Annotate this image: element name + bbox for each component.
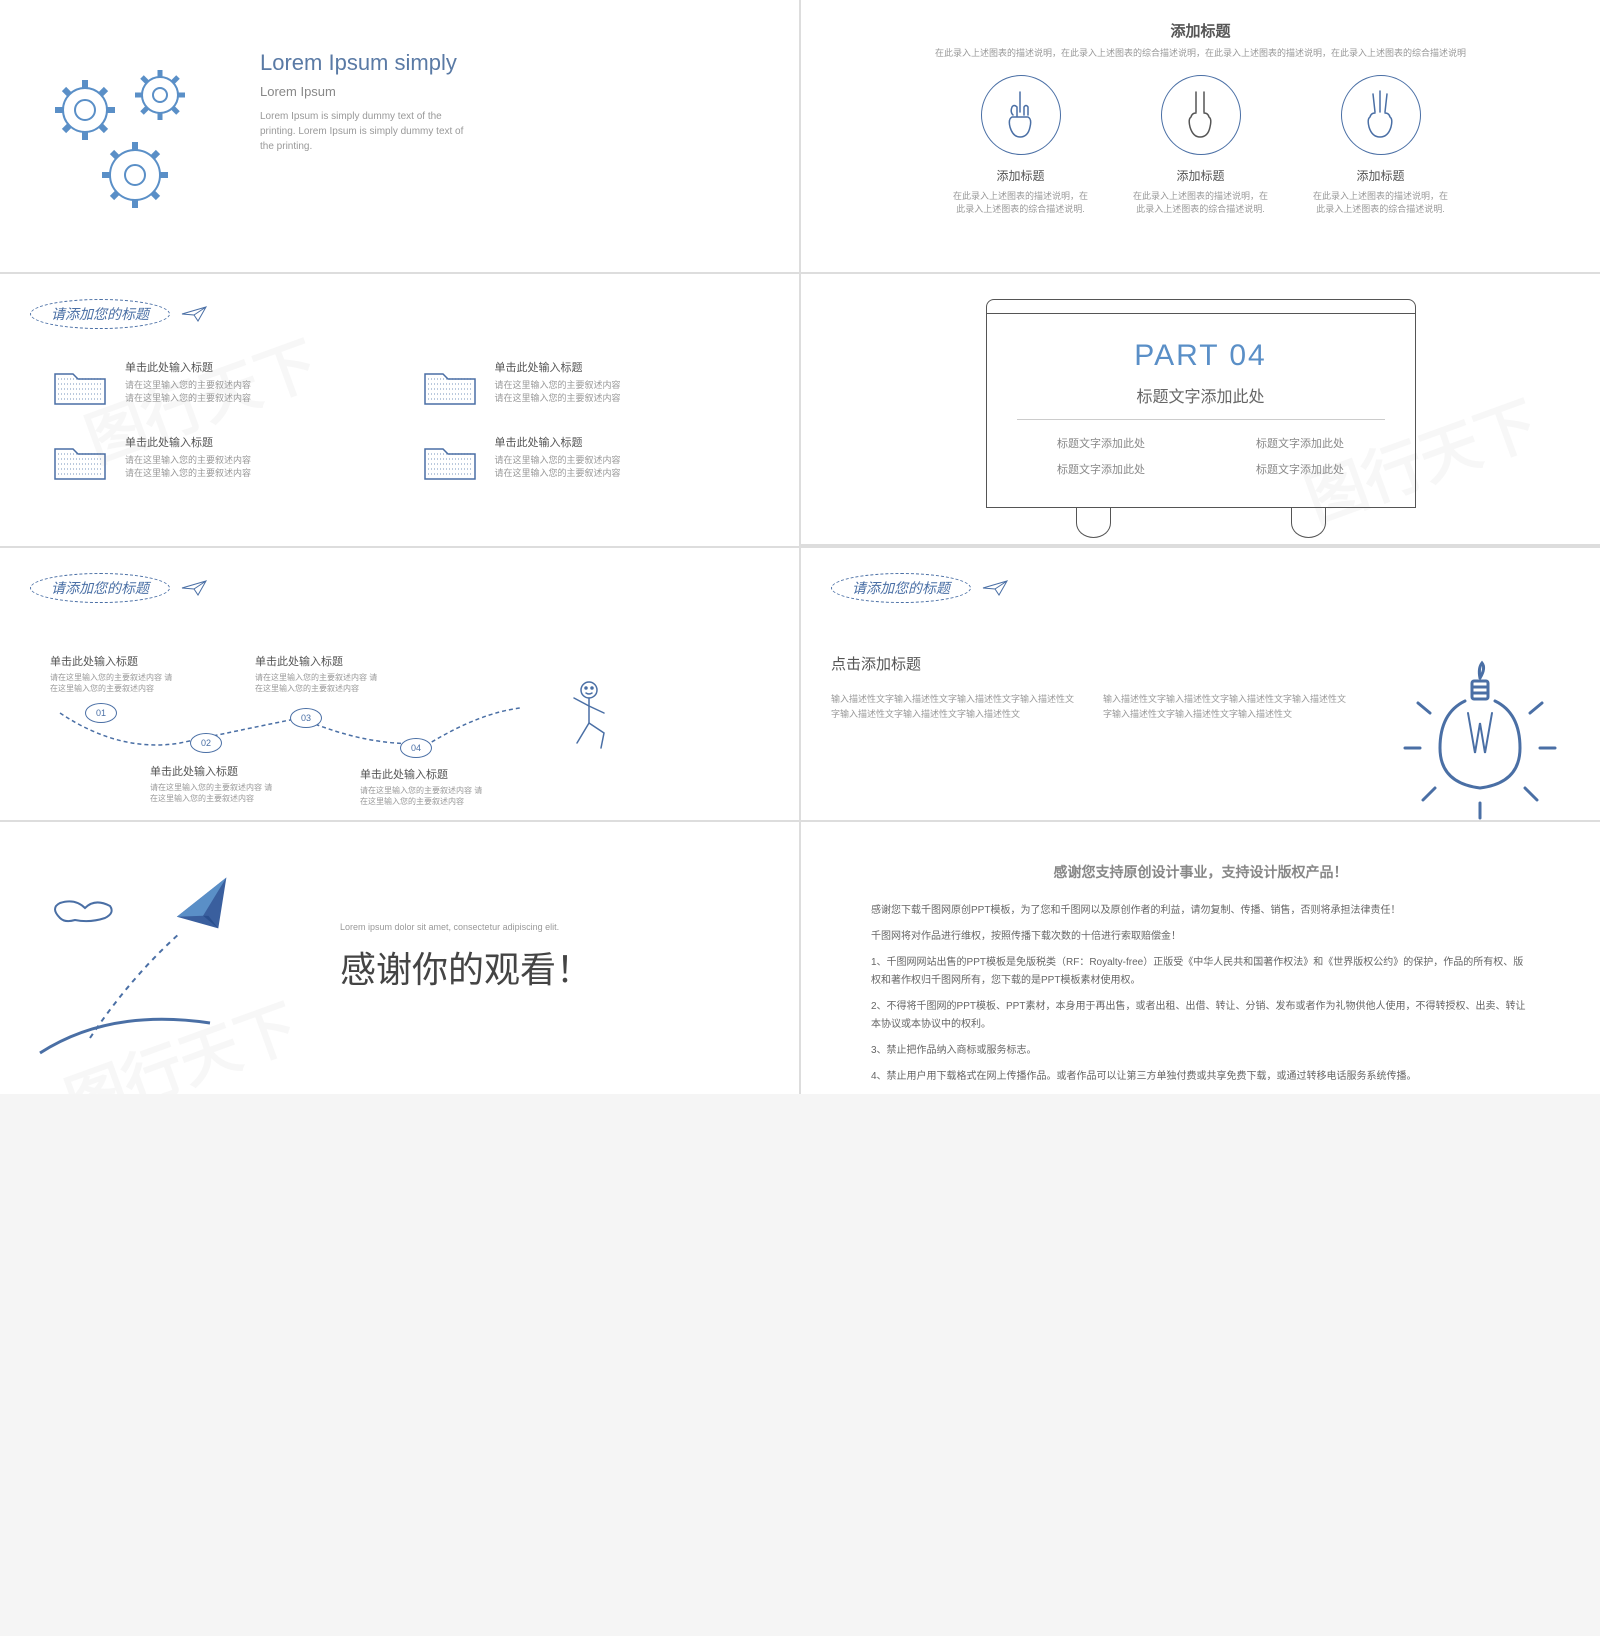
paper-plane-icon [981, 579, 1009, 597]
hand-item-2: 添加标题 在此录入上述图表的描述说明，在此录入上述图表的综合描述说明. [1131, 75, 1271, 217]
slide-hands: 添加标题 在此录入上述图表的描述说明，在此录入上述图表的综合描述说明，在此录入上… [801, 0, 1600, 272]
hand-one-icon [998, 87, 1043, 142]
slide-copyright: 感谢您支持原创设计事业，支持设计版权产品！ 感谢您下载千图网原创PPT模板，为了… [801, 822, 1600, 1094]
paper-plane-flying-icon [30, 858, 310, 1058]
paper-plane-icon [180, 579, 208, 597]
slide1-subtitle: Lorem Ipsum [260, 84, 480, 99]
presentation-board: PART 04 标题文字添加此处 标题文字添加此处标题文字添加此处标题文字添加此… [986, 299, 1416, 538]
hand-three-icon [1358, 87, 1403, 142]
folder-item: 单击此处输入标题请在这里输入您的主要叙述内容请在这里输入您的主要叙述内容 [420, 359, 750, 409]
thanks-heading: 感谢你的观看！ [340, 947, 592, 994]
lightbulb-icon [1390, 653, 1570, 820]
folder-item: 单击此处输入标题请在这里输入您的主要叙述内容请在这里输入您的主要叙述内容 [420, 434, 750, 484]
slide-thanks: 图行天下 Lorem ipsum dolor sit amet, consect… [0, 822, 799, 1094]
slide3-header: 请添加您的标题 [30, 299, 170, 329]
folder-item: 单击此处输入标题请在这里输入您的主要叙述内容请在这里输入您的主要叙述内容 [50, 359, 380, 409]
hand-two-icon [1178, 87, 1223, 142]
slide1-title: Lorem Ipsum simply [260, 50, 480, 76]
slide-folders: 图行天下 请添加您的标题 单击此处输入标题请在这里输入您的主要叙述内容请在这里输… [0, 274, 799, 546]
timeline-path [50, 693, 530, 773]
slide-timeline: 请添加您的标题 01 02 03 04 单击此处输入标题请在这里输入您的主要叙述… [0, 548, 799, 820]
slide-gears: Lorem Ipsum simply Lorem Ipsum Lorem Ips… [0, 0, 799, 272]
gears-icon [30, 50, 230, 230]
slide2-title: 添加标题 [831, 20, 1570, 41]
running-figure-icon [559, 678, 619, 758]
folder-item: 单击此处输入标题请在这里输入您的主要叙述内容请在这里输入您的主要叙述内容 [50, 434, 380, 484]
slide1-body: Lorem Ipsum is simply dummy text of the … [260, 109, 480, 154]
slide-lightbulb: 请添加您的标题 点击添加标题 输入描述性文字输入描述性文字输入描述性文字输入描述… [801, 548, 1600, 820]
slide2-sub: 在此录入上述图表的描述说明，在此录入上述图表的综合描述说明，在此录入上述图表的描… [831, 47, 1570, 60]
paper-plane-icon [180, 305, 208, 323]
slide-part04: 图行天下 PART 04 标题文字添加此处 标题文字添加此处标题文字添加此处标题… [801, 274, 1600, 544]
hand-item-3: 添加标题 在此录入上述图表的描述说明，在此录入上述图表的综合描述说明. [1311, 75, 1451, 217]
hand-item-1: 添加标题 在此录入上述图表的描述说明，在此录入上述图表的综合描述说明. [951, 75, 1091, 217]
